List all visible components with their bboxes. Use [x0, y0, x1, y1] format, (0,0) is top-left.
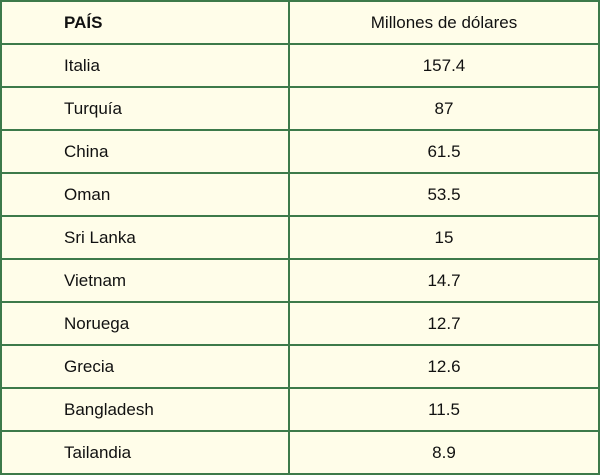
table-row: Vietnam 14.7 — [0, 258, 600, 303]
value-cell: 14.7 — [288, 258, 600, 303]
value-cell: 53.5 — [288, 172, 600, 217]
table-row: Noruega 12.7 — [0, 301, 600, 346]
header-cell: PAÍS — [0, 0, 290, 45]
header-row: PAÍS Millones de dólares — [0, 0, 600, 45]
country-cell: China — [0, 129, 290, 174]
country-cell: Grecia — [0, 344, 290, 389]
value-cell: 11.5 — [288, 387, 600, 432]
table-row: Sri Lanka 15 — [0, 215, 600, 260]
table-row: China 61.5 — [0, 129, 600, 174]
country-cell: Sri Lanka — [0, 215, 290, 260]
country-cell: Turquía — [0, 86, 290, 131]
table-row: Oman 53.5 — [0, 172, 600, 217]
value-cell: 87 — [288, 86, 600, 131]
table-row: Italia 157.4 — [0, 43, 600, 88]
value-cell: 12.6 — [288, 344, 600, 389]
header-cell: Millones de dólares — [288, 0, 600, 45]
table-row: Bangladesh 11.5 — [0, 387, 600, 432]
table-row: Tailandia 8.9 — [0, 430, 600, 475]
country-cell: Vietnam — [0, 258, 290, 303]
country-cell: Italia — [0, 43, 290, 88]
country-cell: Tailandia — [0, 430, 290, 475]
country-cell: Oman — [0, 172, 290, 217]
country-cell: Bangladesh — [0, 387, 290, 432]
table-row: Grecia 12.6 — [0, 344, 600, 389]
country-cell: Noruega — [0, 301, 290, 346]
value-cell: 15 — [288, 215, 600, 260]
value-cell: 61.5 — [288, 129, 600, 174]
table-row: Turquía 87 — [0, 86, 600, 131]
value-cell: 157.4 — [288, 43, 600, 88]
value-cell: 8.9 — [288, 430, 600, 475]
value-cell: 12.7 — [288, 301, 600, 346]
